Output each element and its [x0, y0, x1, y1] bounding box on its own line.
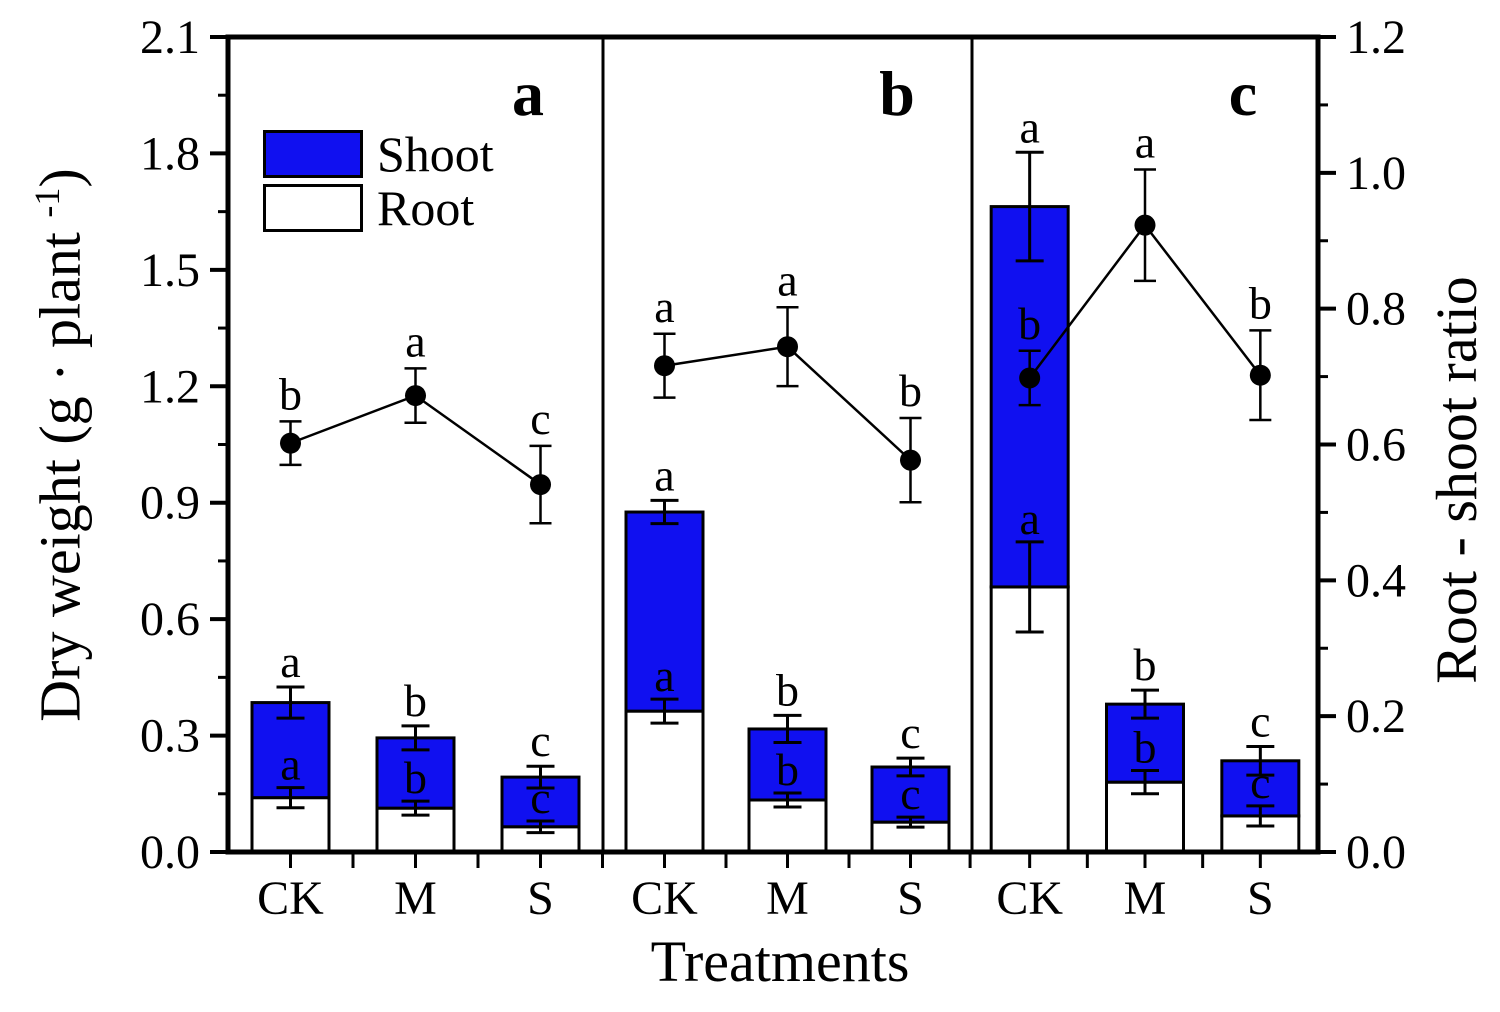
x-category-label: S — [1247, 872, 1274, 925]
x-category-label: M — [394, 872, 437, 925]
x-category-label: CK — [257, 872, 324, 925]
x-category-label: S — [897, 872, 924, 925]
legend-row-shoot: Shoot — [263, 127, 494, 181]
panel-label: c — [1229, 58, 1257, 129]
sig-letter-total: c — [530, 715, 550, 766]
ratio-point — [900, 449, 921, 471]
x-category-label: M — [1124, 872, 1167, 925]
left-axis-title-sup: -1 — [27, 187, 67, 218]
ratio-point — [777, 336, 798, 358]
sig-letter-total: a — [654, 449, 674, 500]
sig-letter-ratio: b — [1018, 298, 1041, 349]
ratio-point — [1249, 364, 1271, 386]
legend: Shoot Root — [263, 127, 494, 235]
left-tick-label: 1.5 — [140, 244, 200, 297]
panel-label: b — [879, 58, 915, 129]
left-axis-title-end: ) — [27, 168, 93, 188]
sig-letter-ratio: a — [405, 315, 425, 366]
right-tick-label: 1.0 — [1346, 147, 1406, 200]
left-axis-title-main: Dry weight (g · plant — [27, 217, 93, 722]
sig-letter-root: b — [1134, 722, 1157, 773]
x-axis-title: Treatments — [650, 929, 910, 994]
left-axis-title: Dry weight (g · plant -1) — [17, 0, 92, 895]
ratio-point — [654, 355, 675, 377]
sig-letter-root: b — [404, 752, 427, 803]
sig-letter-total: a — [1019, 101, 1039, 152]
right-tick-label: 0.0 — [1346, 826, 1406, 879]
sig-letter-root: c — [900, 768, 920, 819]
sig-letter-root: b — [776, 744, 799, 795]
sig-letter-ratio: c — [530, 393, 550, 444]
sig-letter-total: a — [280, 636, 300, 687]
left-tick-label: 0.9 — [140, 477, 200, 530]
legend-row-root: Root — [263, 181, 494, 235]
sig-letter-total: c — [1250, 695, 1270, 746]
ratio-point — [1134, 214, 1156, 236]
left-tick-label: 0.0 — [140, 826, 200, 879]
ratio-point — [405, 385, 426, 407]
ratio-point — [280, 432, 301, 454]
right-tick-label: 0.2 — [1346, 690, 1406, 743]
root-swatch — [263, 184, 363, 232]
right-tick-label: 0.4 — [1346, 554, 1406, 607]
ratio-point — [1019, 367, 1041, 389]
sig-letter-root: a — [1019, 493, 1039, 544]
bar-shoot-segment — [624, 510, 705, 713]
sig-letter-ratio: b — [899, 365, 922, 416]
left-tick-label: 0.6 — [140, 593, 200, 646]
right-axis-title: Root - shoot ratio — [1424, 276, 1489, 684]
right-tick-label: 0.6 — [1346, 419, 1406, 472]
right-tick-label: 1.2 — [1346, 11, 1406, 64]
right-tick-label: 0.8 — [1346, 283, 1406, 336]
legend-label-shoot: Shoot — [377, 126, 494, 182]
sig-letter-root: a — [654, 650, 674, 701]
sig-letter-total: b — [776, 664, 799, 715]
left-tick-label: 1.8 — [140, 127, 200, 180]
panel-label: a — [512, 58, 544, 129]
sig-letter-ratio: a — [1135, 116, 1155, 167]
sig-letter-total: b — [1134, 639, 1157, 690]
sig-letter-total: b — [404, 675, 427, 726]
left-tick-label: 2.1 — [140, 11, 200, 64]
sig-letter-ratio: b — [1249, 277, 1272, 328]
ratio-point — [530, 474, 551, 496]
sig-letter-ratio: b — [279, 368, 302, 419]
shoot-swatch — [263, 130, 363, 178]
legend-label-root: Root — [377, 180, 475, 236]
sig-letter-ratio: a — [654, 281, 674, 332]
x-category-label: CK — [996, 872, 1063, 925]
x-category-label: CK — [631, 872, 698, 925]
left-tick-label: 1.2 — [140, 360, 200, 413]
left-tick-label: 0.3 — [140, 710, 200, 763]
sig-letter-root: c — [1250, 757, 1270, 808]
sig-letter-total: c — [900, 707, 920, 758]
bar-root-segment — [624, 709, 705, 854]
plot-frame — [225, 34, 1321, 855]
sig-letter-root: a — [280, 739, 300, 790]
bar-root-segment — [747, 798, 828, 854]
sig-letter-ratio: a — [777, 254, 797, 305]
sig-letter-root: c — [530, 772, 550, 823]
x-category-label: S — [527, 872, 554, 925]
x-category-label: M — [766, 872, 809, 925]
